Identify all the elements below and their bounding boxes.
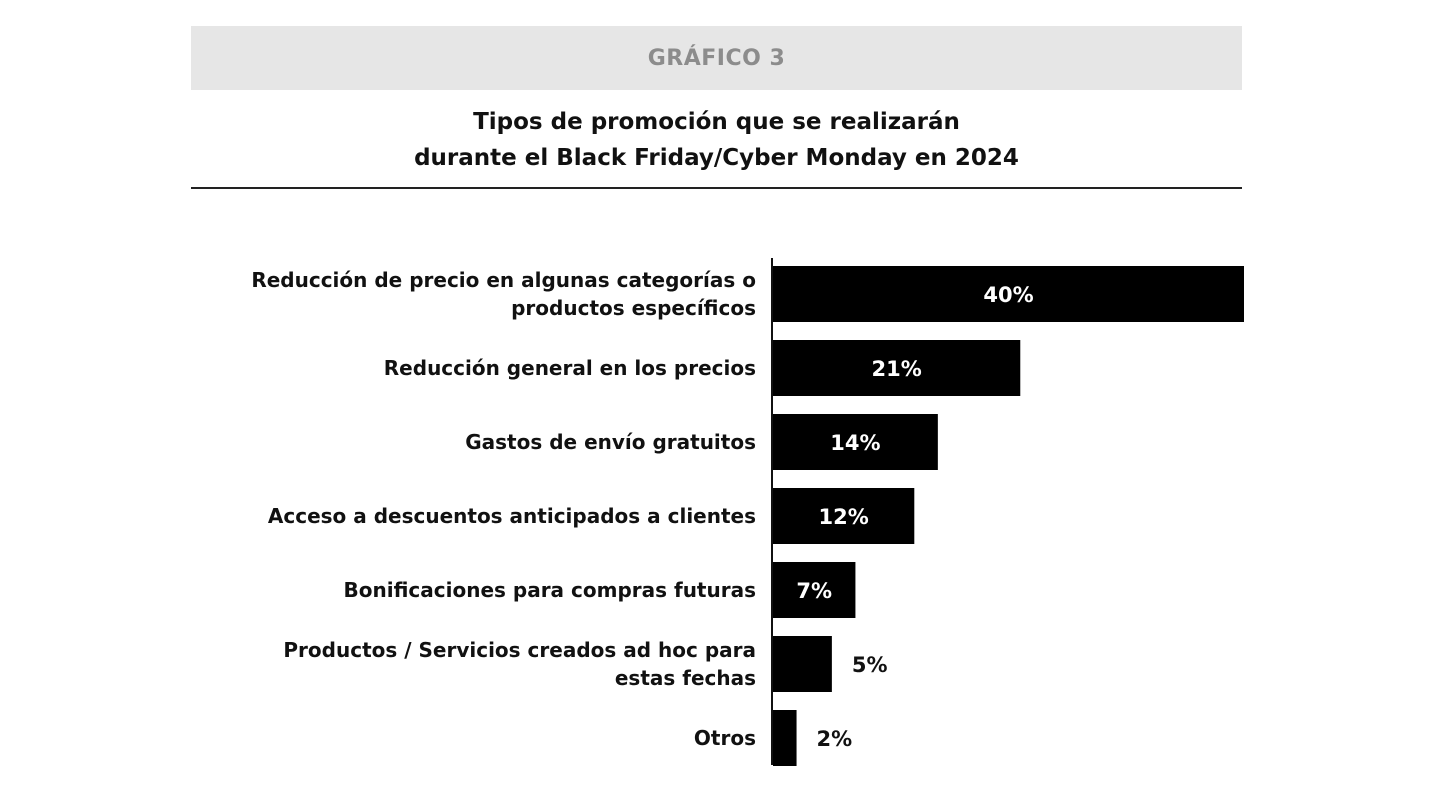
category-label-7: Otros [694, 726, 756, 750]
bar-4 [773, 488, 915, 544]
value-label-4: 12% [819, 505, 869, 529]
category-label-2: Reducción general en los precios [384, 356, 756, 380]
bar-5 [773, 562, 856, 618]
category-labels-group: Reducción de precio en algunas categoría… [251, 268, 756, 750]
value-label-1: 40% [983, 283, 1033, 307]
title-divider [191, 187, 1242, 189]
chart-number-label: GRÁFICO 3 [647, 45, 786, 71]
bar-1 [773, 266, 1244, 322]
category-label-5: Bonificaciones para compras futuras [344, 578, 757, 602]
chart-title-line-1: Tipos de promoción que se realizarán [473, 109, 960, 135]
category-label-1: Reducción de precio en algunas categoría… [251, 268, 756, 320]
value-label-7: 2% [817, 727, 853, 751]
chart-title-line-2: durante el Black Friday/Cyber Monday en … [414, 145, 1019, 171]
bar-7 [773, 710, 797, 766]
value-label-3: 14% [830, 431, 880, 455]
value-label-5: 7% [796, 579, 832, 603]
bars-group [773, 266, 1244, 766]
chart-header-band: GRÁFICO 3 [191, 26, 1242, 90]
category-label-3: Gastos de envío gratuitos [465, 430, 756, 454]
bar-3 [773, 414, 938, 470]
category-label-4: Acceso a descuentos anticipados a client… [268, 504, 756, 528]
value-label-6: 5% [852, 653, 888, 677]
bar-2 [773, 340, 1021, 396]
bar-6 [773, 636, 832, 692]
value-label-2: 21% [872, 357, 922, 381]
category-label-6: Productos / Servicios creados ad hoc par… [283, 638, 756, 690]
chart-title: Tipos de promoción que se realizarán dur… [191, 104, 1242, 176]
value-labels-group: 40% 21% 14% 12% 7% 5% 2% [796, 283, 1033, 751]
